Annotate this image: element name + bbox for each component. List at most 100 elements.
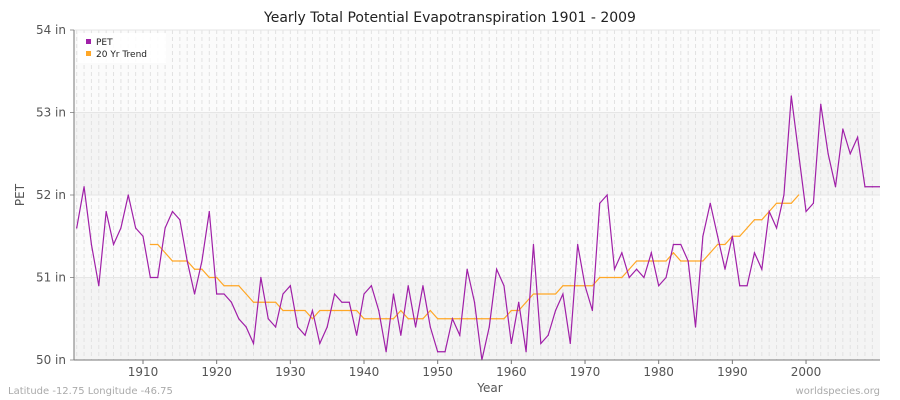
data-point bbox=[790, 202, 792, 204]
data-point bbox=[658, 285, 660, 287]
data-point bbox=[518, 309, 520, 312]
data-point bbox=[591, 285, 593, 287]
data-point bbox=[834, 186, 837, 188]
data-point bbox=[297, 309, 299, 312]
data-point bbox=[724, 243, 726, 246]
data-point bbox=[709, 252, 711, 254]
data-point bbox=[481, 318, 483, 320]
data-point bbox=[135, 227, 137, 229]
data-point bbox=[702, 260, 704, 262]
data-point bbox=[414, 318, 417, 320]
data-point bbox=[613, 276, 616, 279]
data-point bbox=[466, 268, 468, 270]
data-point bbox=[363, 318, 365, 320]
data-point bbox=[230, 301, 233, 303]
data-point bbox=[444, 351, 446, 353]
data-point bbox=[650, 260, 652, 262]
data-point bbox=[171, 210, 174, 213]
data-point bbox=[201, 268, 203, 270]
chart-title: Yearly Total Potential Evapotranspiratio… bbox=[263, 10, 636, 26]
data-point bbox=[790, 95, 792, 97]
data-point bbox=[761, 219, 763, 221]
data-point bbox=[319, 309, 321, 312]
data-point bbox=[606, 194, 608, 196]
data-point bbox=[643, 276, 645, 279]
data-point bbox=[311, 318, 314, 320]
data-point bbox=[724, 268, 726, 270]
legend-swatch-pet bbox=[86, 39, 91, 44]
x-tick-label: 1940 bbox=[349, 365, 380, 379]
data-point bbox=[569, 285, 571, 287]
data-point bbox=[569, 342, 571, 345]
data-point bbox=[326, 309, 328, 312]
data-point bbox=[584, 285, 586, 287]
data-point bbox=[186, 260, 188, 262]
data-point bbox=[341, 301, 343, 303]
data-point bbox=[363, 293, 365, 295]
data-point bbox=[554, 293, 557, 295]
data-point bbox=[378, 318, 380, 320]
data-point bbox=[635, 268, 638, 270]
data-point bbox=[775, 202, 778, 204]
y-tick-label: 50 in bbox=[36, 353, 66, 367]
data-point bbox=[149, 243, 151, 246]
data-point bbox=[245, 293, 247, 295]
x-tick-label: 1910 bbox=[128, 365, 159, 379]
data-point bbox=[407, 318, 409, 320]
data-point bbox=[164, 227, 166, 229]
data-point bbox=[429, 326, 431, 328]
data-point bbox=[532, 293, 535, 295]
series-line-pet bbox=[76, 95, 880, 361]
data-point bbox=[400, 309, 402, 312]
data-point bbox=[385, 351, 387, 353]
data-point bbox=[289, 309, 291, 312]
data-point bbox=[319, 342, 321, 345]
data-point bbox=[333, 293, 336, 295]
data-point bbox=[540, 293, 542, 295]
data-point bbox=[157, 243, 159, 246]
data-point bbox=[201, 260, 203, 262]
legend-swatch-trend bbox=[86, 51, 91, 56]
data-point bbox=[783, 194, 785, 196]
data-point bbox=[385, 318, 387, 320]
data-point bbox=[547, 334, 549, 336]
data-point bbox=[547, 293, 549, 295]
data-point bbox=[562, 285, 564, 287]
y-tick-label: 54 in bbox=[36, 23, 66, 37]
data-point bbox=[127, 194, 129, 196]
data-point bbox=[753, 219, 756, 221]
data-point bbox=[297, 326, 299, 328]
data-point bbox=[304, 334, 306, 336]
data-point bbox=[356, 334, 358, 336]
data-point bbox=[179, 260, 181, 262]
data-point bbox=[414, 326, 417, 328]
data-point bbox=[252, 301, 255, 303]
data-point bbox=[238, 318, 240, 320]
data-point bbox=[694, 260, 697, 262]
data-point bbox=[282, 293, 284, 295]
data-point bbox=[356, 309, 358, 312]
x-tick-label: 1960 bbox=[496, 365, 527, 379]
data-point bbox=[503, 318, 505, 320]
data-point bbox=[510, 342, 512, 345]
grid-band bbox=[74, 195, 880, 278]
data-point bbox=[164, 252, 166, 254]
data-point bbox=[525, 301, 527, 303]
data-point bbox=[459, 334, 461, 336]
data-point bbox=[775, 227, 778, 229]
data-point bbox=[702, 235, 704, 237]
data-point bbox=[805, 210, 807, 213]
data-point bbox=[731, 235, 733, 237]
data-point bbox=[599, 276, 601, 279]
data-point bbox=[451, 318, 454, 320]
data-point bbox=[422, 285, 424, 287]
data-point bbox=[267, 301, 269, 303]
data-point bbox=[473, 301, 476, 303]
x-tick-label: 1950 bbox=[422, 365, 453, 379]
x-tick-label: 1930 bbox=[275, 365, 306, 379]
data-point bbox=[83, 186, 85, 188]
data-point bbox=[746, 285, 748, 287]
data-point bbox=[378, 309, 380, 312]
legend-label-pet: PET bbox=[96, 38, 113, 48]
